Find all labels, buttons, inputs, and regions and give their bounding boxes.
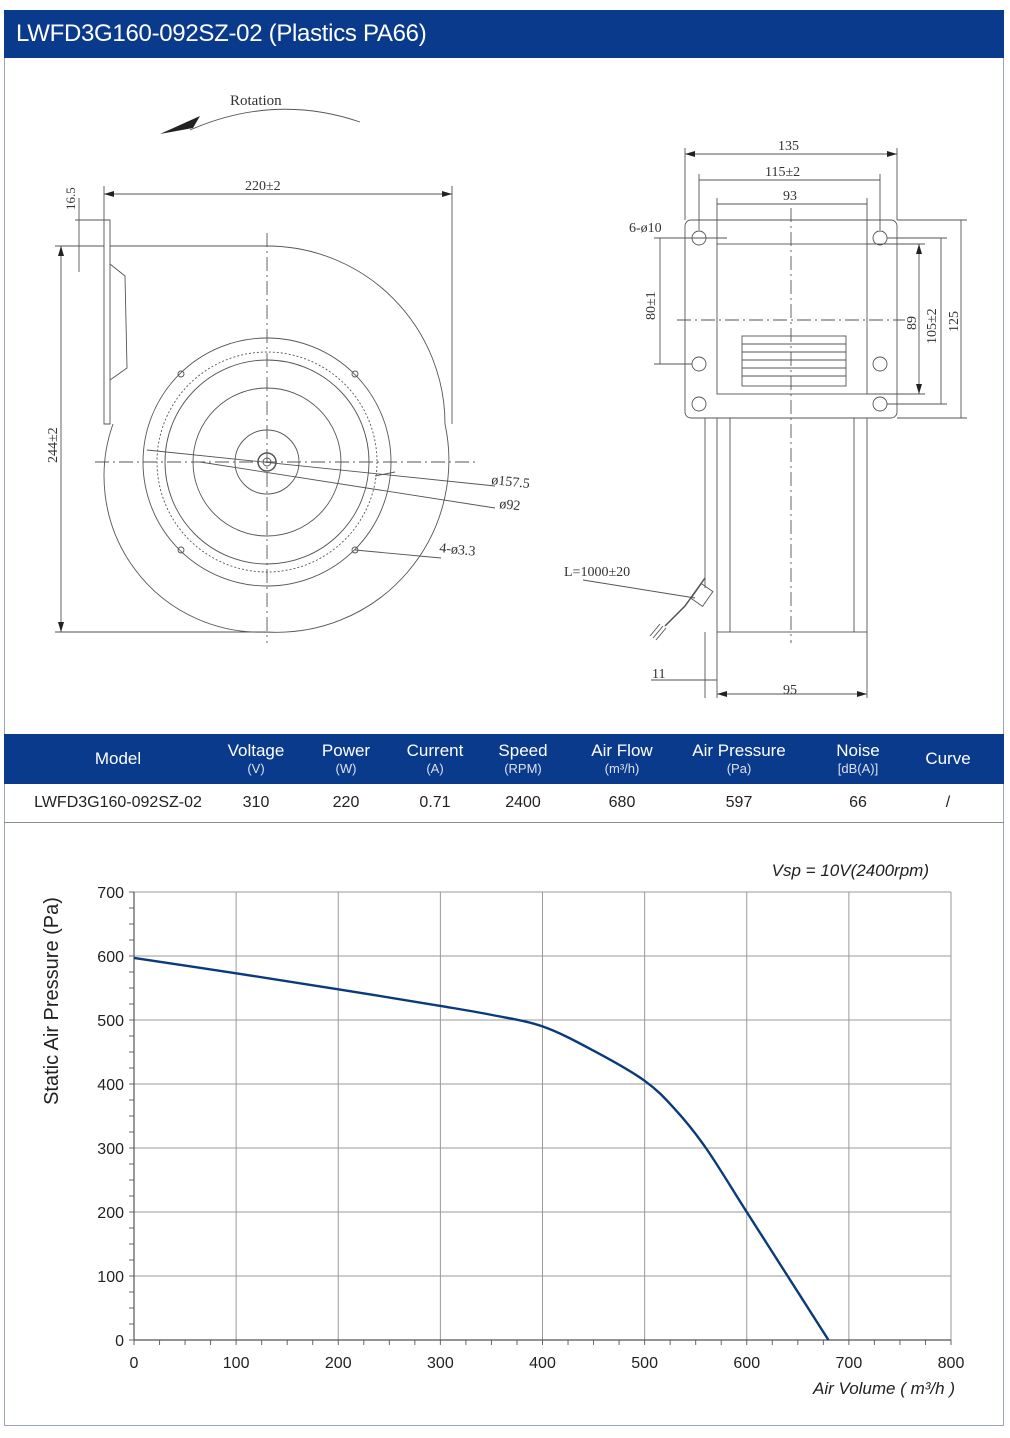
- header-label: Curve: [925, 749, 971, 768]
- chart-annotation: Vsp = 10V(2400rpm): [772, 861, 929, 880]
- header-speed: Speed (RPM): [478, 734, 568, 784]
- x-axis-label: Air Volume ( m³/h ): [812, 1379, 955, 1398]
- y-tick-label: 500: [97, 1013, 124, 1030]
- dim-135: 135: [778, 139, 799, 154]
- header-label: Air Flow: [591, 741, 653, 760]
- header-label: Speed: [498, 741, 548, 760]
- header-unit: (m³/h): [604, 761, 640, 776]
- header-label: Air Pressure: [692, 741, 786, 760]
- header-label: Voltage: [227, 741, 285, 760]
- cell-curve: /: [945, 794, 951, 811]
- header-power: Power (W): [302, 734, 390, 784]
- dim-holes-3: 4-ø3.3: [439, 541, 477, 560]
- dim-cable: L=1000±20: [564, 565, 630, 580]
- y-tick-label: 300: [97, 1141, 124, 1158]
- x-tick-label: 400: [529, 1355, 556, 1372]
- x-tick-label: 600: [733, 1355, 760, 1372]
- chart-svg: 0 100 200 300 400 500 600 700 800 0 100 200 300 400 50…: [41, 861, 965, 1398]
- x-tick-label: 700: [836, 1355, 863, 1372]
- header-unit: (RPM): [504, 761, 542, 776]
- header-label: Model: [94, 749, 142, 768]
- rotation-label: Rotation: [230, 93, 282, 109]
- x-tick-label: 500: [631, 1355, 658, 1372]
- y-axis-label: Static Air Pressure (Pa): [41, 897, 63, 1105]
- header-label: Noise: [836, 741, 880, 760]
- header-model: Model: [4, 734, 232, 784]
- header-unit: (A): [426, 761, 444, 776]
- dim-11: 11: [652, 667, 665, 682]
- cell-noise: 66: [849, 794, 867, 811]
- dim-height: 244±2: [46, 427, 61, 463]
- header-curve: Curve: [902, 734, 994, 784]
- header-label: Current: [406, 741, 464, 760]
- page-title: LWFD3G160-092SZ-02 (Plastics PA66): [4, 10, 1004, 58]
- dim-top-width: 220±2: [245, 179, 281, 194]
- y-tick-label: 100: [97, 1269, 124, 1286]
- header-current: Current (A): [390, 734, 480, 784]
- dim-diameter-92: ø92: [499, 497, 521, 514]
- dim-diameter-157: ø157.5: [491, 473, 531, 492]
- y-tick-label: 700: [97, 885, 124, 902]
- cell-power: 220: [332, 794, 360, 811]
- performance-chart: 0 100 200 300 400 500 600 700 800 0 100 200 300 400 50…: [5, 836, 1003, 1416]
- cell-air-pressure: 597: [725, 794, 753, 811]
- x-tick-label: 100: [223, 1355, 250, 1372]
- dim-115: 115±2: [765, 165, 800, 180]
- dim-125: 125: [947, 311, 962, 332]
- y-tick-label: 0: [115, 1333, 124, 1350]
- spec-table-header: Model Voltage (V) Power (W) Current (A) …: [4, 734, 1004, 784]
- x-tick-label: 0: [130, 1355, 139, 1372]
- header-air-pressure: Air Pressure (Pa): [674, 734, 804, 784]
- y-tick-label: 200: [97, 1205, 124, 1222]
- technical-drawing: Rotation 220±2 16.5 244±2 ø157.5 ø92 4-ø…: [5, 58, 1003, 734]
- x-tick-label: 200: [325, 1355, 352, 1372]
- y-tick-label: 400: [97, 1077, 124, 1094]
- pressure-curve: [133, 956, 830, 1341]
- cell-model: LWFD3G160-092SZ-02: [34, 794, 202, 811]
- cell-current: 0.71: [419, 794, 451, 811]
- dim-80: 80±1: [644, 291, 659, 320]
- cell-air-flow: 680: [608, 794, 636, 811]
- dim-93: 93: [783, 189, 797, 204]
- header-air-flow: Air Flow (m³/h): [572, 734, 672, 784]
- header-unit: (Pa): [726, 761, 752, 776]
- header-label: Power: [321, 741, 371, 760]
- dim-95: 95: [783, 683, 797, 698]
- spec-table-row: LWFD3G160-092SZ-02 310 220 0.71 2400 680…: [4, 784, 1004, 823]
- header-unit: (V): [247, 761, 265, 776]
- x-tick-label: 800: [938, 1355, 965, 1372]
- dim-offset: 16.5: [63, 187, 78, 210]
- y-tick-label: 600: [97, 949, 124, 966]
- drawing-svg: Rotation 220±2 16.5 244±2 ø157.5 ø92 4-ø…: [46, 93, 967, 698]
- x-tick-label: 300: [427, 1355, 454, 1372]
- cell-speed: 2400: [505, 794, 541, 811]
- dim-6-holes: 6-ø10: [629, 221, 662, 236]
- header-unit: [dB(A)]: [837, 761, 879, 776]
- header-voltage: Voltage (V): [212, 734, 300, 784]
- cell-voltage: 310: [242, 794, 270, 811]
- dim-89: 89: [905, 316, 920, 330]
- header-noise: Noise [dB(A)]: [814, 734, 902, 784]
- dim-105: 105±2: [925, 308, 940, 344]
- header-unit: (W): [335, 761, 357, 776]
